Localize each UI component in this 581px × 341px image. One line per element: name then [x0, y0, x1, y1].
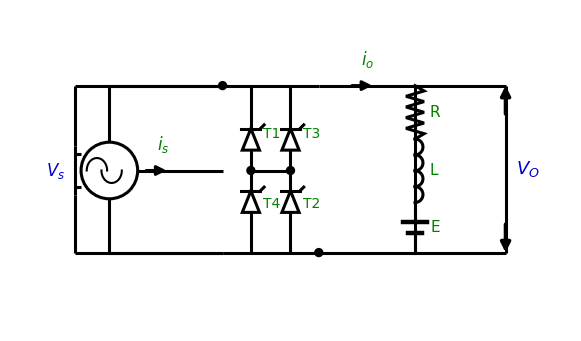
Text: T2: T2 [303, 197, 320, 211]
Text: L: L [429, 163, 437, 178]
Circle shape [218, 81, 227, 90]
Circle shape [247, 166, 255, 175]
Text: T1: T1 [263, 127, 281, 141]
Text: $i_s$: $i_s$ [157, 134, 170, 155]
Circle shape [315, 249, 323, 256]
Text: $i_o$: $i_o$ [361, 49, 374, 70]
Text: $V_s$: $V_s$ [46, 161, 65, 180]
Text: T3: T3 [303, 127, 320, 141]
Circle shape [286, 166, 295, 175]
Text: E: E [431, 220, 440, 235]
Text: T4: T4 [263, 197, 281, 211]
Text: $V_O$: $V_O$ [516, 159, 540, 179]
Text: R: R [429, 105, 440, 120]
